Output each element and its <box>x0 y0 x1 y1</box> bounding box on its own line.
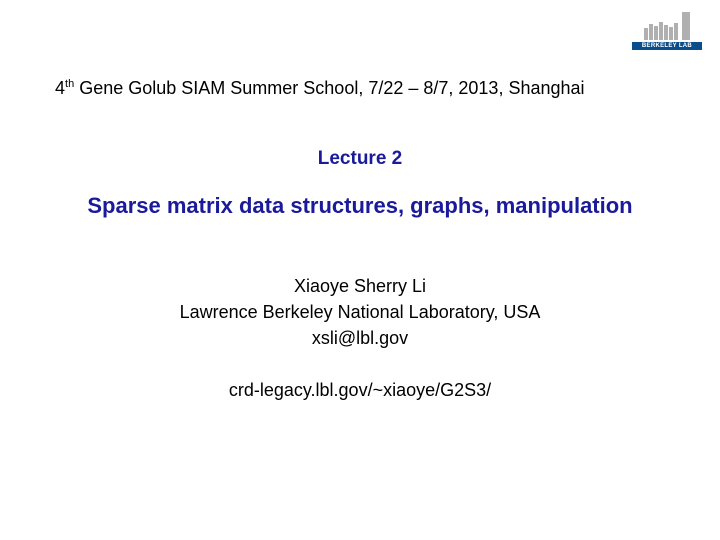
header-ordinal: th <box>65 78 74 90</box>
logo-column <box>659 22 663 40</box>
event-header: 4th Gene Golub SIAM Summer School, 7/22 … <box>55 78 585 99</box>
logo-label: BERKELEY LAB <box>632 42 702 50</box>
header-rest: Gene Golub SIAM Summer School, 7/22 – 8/… <box>74 78 584 98</box>
logo-column <box>664 25 668 40</box>
author-name: Xiaoye Sherry Li <box>0 273 720 299</box>
logo-column <box>669 27 673 40</box>
slide-title: Sparse matrix data structures, graphs, m… <box>0 193 720 219</box>
logo-column <box>649 24 653 40</box>
author-email: xsli@lbl.gov <box>0 325 720 351</box>
berkeley-lab-logo: BERKELEY LAB <box>632 12 702 57</box>
logo-building-icon <box>632 12 702 40</box>
course-url: crd-legacy.lbl.gov/~xiaoye/G2S3/ <box>0 380 720 401</box>
lecture-number: Lecture 2 <box>0 148 720 170</box>
logo-column <box>674 23 678 40</box>
author-block: Xiaoye Sherry Li Lawrence Berkeley Natio… <box>0 273 720 351</box>
logo-column <box>654 26 658 40</box>
header-prefix: 4 <box>55 78 65 98</box>
author-affiliation: Lawrence Berkeley National Laboratory, U… <box>0 299 720 325</box>
logo-tower <box>682 12 690 40</box>
logo-column <box>644 28 648 40</box>
